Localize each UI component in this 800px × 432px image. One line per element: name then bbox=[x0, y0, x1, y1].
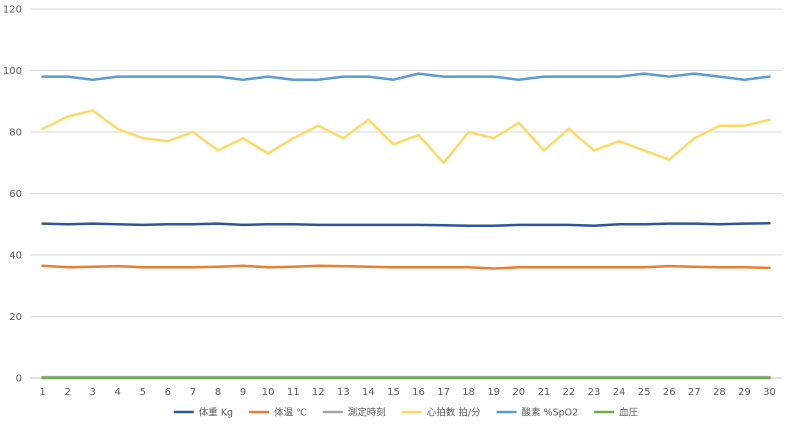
series-line-5 bbox=[41, 72, 771, 81]
x-tick-label: 30 bbox=[763, 387, 776, 398]
x-tick-label: 4 bbox=[115, 387, 121, 398]
legend-label: 酸素 %SpO2 bbox=[522, 407, 579, 419]
x-tick-label: 2 bbox=[64, 387, 70, 398]
legend-item: 測定時刻 bbox=[322, 407, 386, 419]
series-line-4 bbox=[41, 109, 771, 165]
x-tick-label: 16 bbox=[412, 387, 425, 398]
x-tick-label: 23 bbox=[588, 387, 601, 398]
x-tick-label: 13 bbox=[337, 387, 350, 398]
legend-item: 体温 ℃ bbox=[249, 407, 307, 419]
x-tick-label: 21 bbox=[537, 387, 550, 398]
x-tick-label: 18 bbox=[462, 387, 475, 398]
x-tick-label: 9 bbox=[240, 387, 246, 398]
series-line-1 bbox=[41, 222, 771, 228]
series-line-2 bbox=[41, 264, 771, 270]
x-tick-label: 3 bbox=[89, 387, 95, 398]
x-tick-label: 10 bbox=[262, 387, 275, 398]
y-tick-label: 20 bbox=[9, 312, 22, 323]
x-tick-label: 15 bbox=[387, 387, 400, 398]
x-tick-label: 28 bbox=[713, 387, 726, 398]
legend-label: 血圧 bbox=[619, 407, 639, 419]
series-lines bbox=[41, 72, 771, 380]
legend-item: 心拍数 拍/分 bbox=[401, 407, 481, 419]
x-tick-label: 1 bbox=[39, 387, 45, 398]
x-tick-label: 8 bbox=[215, 387, 221, 398]
legend-item: 血圧 bbox=[594, 407, 639, 419]
legend-label: 体重 Kg bbox=[199, 407, 233, 419]
legend: 体重 Kg 体温 ℃ 測定時刻 心拍数 拍/分 酸素 %SpO2 血圧 bbox=[173, 407, 639, 419]
y-tick-label: 60 bbox=[9, 189, 22, 200]
x-tick-label: 22 bbox=[563, 387, 576, 398]
x-tick-label: 11 bbox=[287, 387, 300, 398]
x-tick-label: 5 bbox=[140, 387, 146, 398]
x-tick-label: 7 bbox=[190, 387, 196, 398]
x-tick-label: 24 bbox=[613, 387, 626, 398]
legend-item: 体重 Kg bbox=[173, 407, 233, 419]
legend-label: 心拍数 拍/分 bbox=[427, 407, 481, 419]
x-tick-label: 6 bbox=[165, 387, 171, 398]
x-tick-label: 29 bbox=[738, 387, 751, 398]
x-tick-label: 19 bbox=[487, 387, 500, 398]
y-tick-label: 0 bbox=[16, 374, 22, 385]
x-tick-label: 27 bbox=[688, 387, 701, 398]
y-tick-label: 120 bbox=[3, 5, 22, 16]
y-tick-label: 100 bbox=[3, 66, 22, 77]
x-tick-label: 26 bbox=[663, 387, 676, 398]
gridlines bbox=[30, 8, 782, 317]
x-tick-label: 14 bbox=[362, 387, 375, 398]
legend-label: 体温 ℃ bbox=[274, 407, 307, 419]
x-tick-label: 17 bbox=[437, 387, 450, 398]
y-tick-label: 80 bbox=[9, 128, 22, 139]
x-tick-label: 25 bbox=[638, 387, 651, 398]
x-tick-label: 12 bbox=[312, 387, 325, 398]
x-tick-label: 20 bbox=[512, 387, 525, 398]
legend-label: 測定時刻 bbox=[348, 407, 386, 419]
y-tick-label: 40 bbox=[9, 251, 22, 262]
legend-item: 酸素 %SpO2 bbox=[496, 407, 579, 419]
